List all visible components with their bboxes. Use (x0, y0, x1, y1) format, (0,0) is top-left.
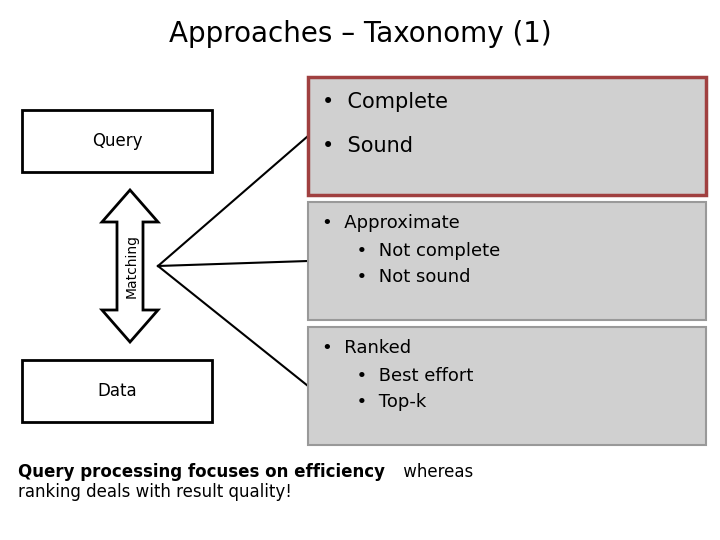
FancyBboxPatch shape (308, 202, 706, 320)
FancyBboxPatch shape (22, 360, 212, 422)
FancyBboxPatch shape (308, 327, 706, 445)
FancyBboxPatch shape (22, 110, 212, 172)
Text: •  Ranked: • Ranked (322, 339, 411, 357)
Text: Query: Query (91, 132, 143, 150)
Text: •  Not complete: • Not complete (322, 242, 500, 260)
Text: Approaches – Taxonomy (1): Approaches – Taxonomy (1) (168, 20, 552, 48)
FancyBboxPatch shape (308, 77, 706, 195)
Text: Data: Data (97, 382, 137, 400)
Text: Query processing focuses on efficiency: Query processing focuses on efficiency (18, 463, 385, 481)
Polygon shape (102, 190, 158, 342)
Text: •  Approximate: • Approximate (322, 214, 460, 232)
Text: ranking deals with result quality!: ranking deals with result quality! (18, 483, 292, 501)
Text: Matching: Matching (125, 234, 139, 298)
Text: whereas: whereas (398, 463, 473, 481)
Text: •  Complete: • Complete (322, 92, 448, 112)
Text: •  Top-k: • Top-k (322, 393, 426, 411)
Text: •  Best effort: • Best effort (322, 367, 473, 385)
Text: •  Not sound: • Not sound (322, 268, 470, 286)
Text: •  Sound: • Sound (322, 136, 413, 156)
